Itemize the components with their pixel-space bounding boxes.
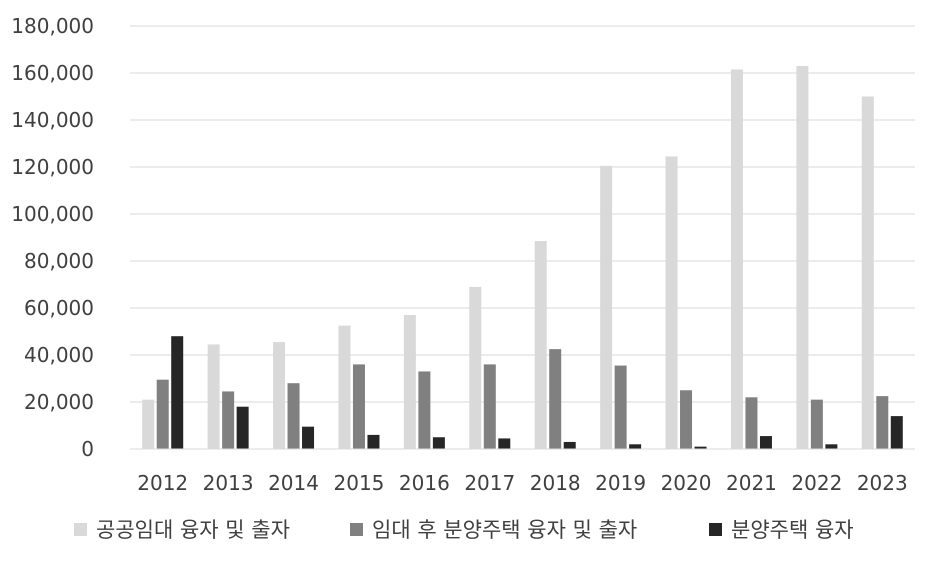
bar-1-2018: [534, 241, 547, 449]
x-tick-label: 2018: [530, 471, 581, 495]
bar-1-2014: [273, 342, 286, 449]
y-tick-label: 140,000: [11, 108, 94, 132]
bar-1-2017: [469, 286, 482, 449]
x-tick-label: 2019: [595, 471, 646, 495]
x-tick-label: 2012: [137, 471, 188, 495]
bar-2-2023: [876, 396, 889, 450]
x-tick-label: 2017: [464, 471, 515, 495]
bar-3-2012: [171, 336, 184, 449]
bar-1-2022: [796, 65, 809, 449]
bar-2-2015: [352, 364, 365, 449]
y-tick-label: 40,000: [24, 343, 94, 367]
bar-3-2019: [629, 444, 642, 449]
legend-swatch-3: [709, 523, 722, 536]
bar-1-2012: [142, 399, 155, 449]
bar-2-2016: [418, 371, 431, 449]
bar-2-2012: [156, 379, 169, 449]
y-tick-label: 100,000: [11, 202, 94, 226]
y-tick-label: 60,000: [24, 296, 94, 320]
bar-2-2022: [810, 399, 823, 449]
bar-3-2016: [432, 437, 445, 449]
bar-2-2014: [287, 383, 300, 449]
x-tick-label: 2013: [203, 471, 254, 495]
bar-3-2018: [563, 441, 576, 449]
y-tick-label: 0: [81, 437, 94, 461]
x-tick-label: 2021: [726, 471, 777, 495]
bar-3-2022: [825, 444, 838, 449]
legend-swatch-1: [74, 523, 87, 536]
y-tick-label: 80,000: [24, 249, 94, 273]
bar-2-2018: [549, 349, 562, 450]
bar-3-2014: [302, 426, 315, 449]
legend-label-3: 분양주택 융자: [731, 518, 854, 542]
gridlines: [130, 25, 915, 403]
bar-3-2021: [759, 436, 772, 449]
x-tick-label: 2020: [661, 471, 712, 495]
bar-2-2019: [614, 365, 627, 449]
x-axis-ticks: 2012 2013 2014 2015 2016 2017 2018 2019 2020 2021…: [137, 471, 907, 495]
legend-swatch-2: [350, 523, 363, 536]
y-tick-label: 20,000: [24, 390, 94, 414]
bar-1-2021: [730, 69, 743, 449]
y-tick-label: 180,000: [11, 14, 94, 38]
y-tick-label: 160,000: [11, 61, 94, 85]
x-tick-label: 2015: [334, 471, 385, 495]
bar-2-2017: [483, 364, 496, 449]
bar-1-2023: [861, 96, 874, 449]
bar-3-2015: [367, 434, 380, 449]
x-tick-label: 2022: [791, 471, 842, 495]
legend: 공공임대 융자 및 출자 임대 후 분양주택 융자 및 출자 분양주택 융자: [74, 518, 854, 542]
bar-3-2013: [236, 406, 249, 449]
bar-1-2013: [207, 344, 220, 449]
bar-1-2016: [403, 315, 416, 449]
bar-2-2021: [745, 397, 758, 449]
x-tick-label: 2023: [857, 471, 908, 495]
bar-3-2023: [890, 416, 903, 449]
bar-2-2020: [680, 390, 693, 449]
bar-3-2020: [694, 446, 707, 449]
legend-label-2: 임대 후 분양주택 융자 및 출자: [372, 518, 637, 542]
bar-1-2015: [338, 325, 351, 450]
y-axis-ticks: 0 20,000 40,000 60,000 80,000 100,000 120,000 1…: [11, 14, 94, 461]
y-tick-label: 120,000: [11, 155, 94, 179]
x-tick-label: 2016: [399, 471, 450, 495]
bar-3-2017: [498, 438, 511, 449]
x-tick-label: 2014: [268, 471, 319, 495]
bar-1-2019: [600, 165, 613, 449]
bar-1-2020: [665, 156, 678, 449]
legend-label-1: 공공임대 융자 및 출자: [96, 518, 290, 542]
bar-2-2013: [222, 391, 235, 449]
bars: [142, 65, 903, 450]
